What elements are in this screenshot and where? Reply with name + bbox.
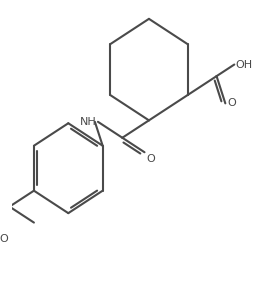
Text: O: O xyxy=(227,98,236,108)
Text: OH: OH xyxy=(235,59,252,70)
Text: O: O xyxy=(0,234,8,244)
Text: O: O xyxy=(146,154,155,164)
Text: NH: NH xyxy=(80,117,97,127)
